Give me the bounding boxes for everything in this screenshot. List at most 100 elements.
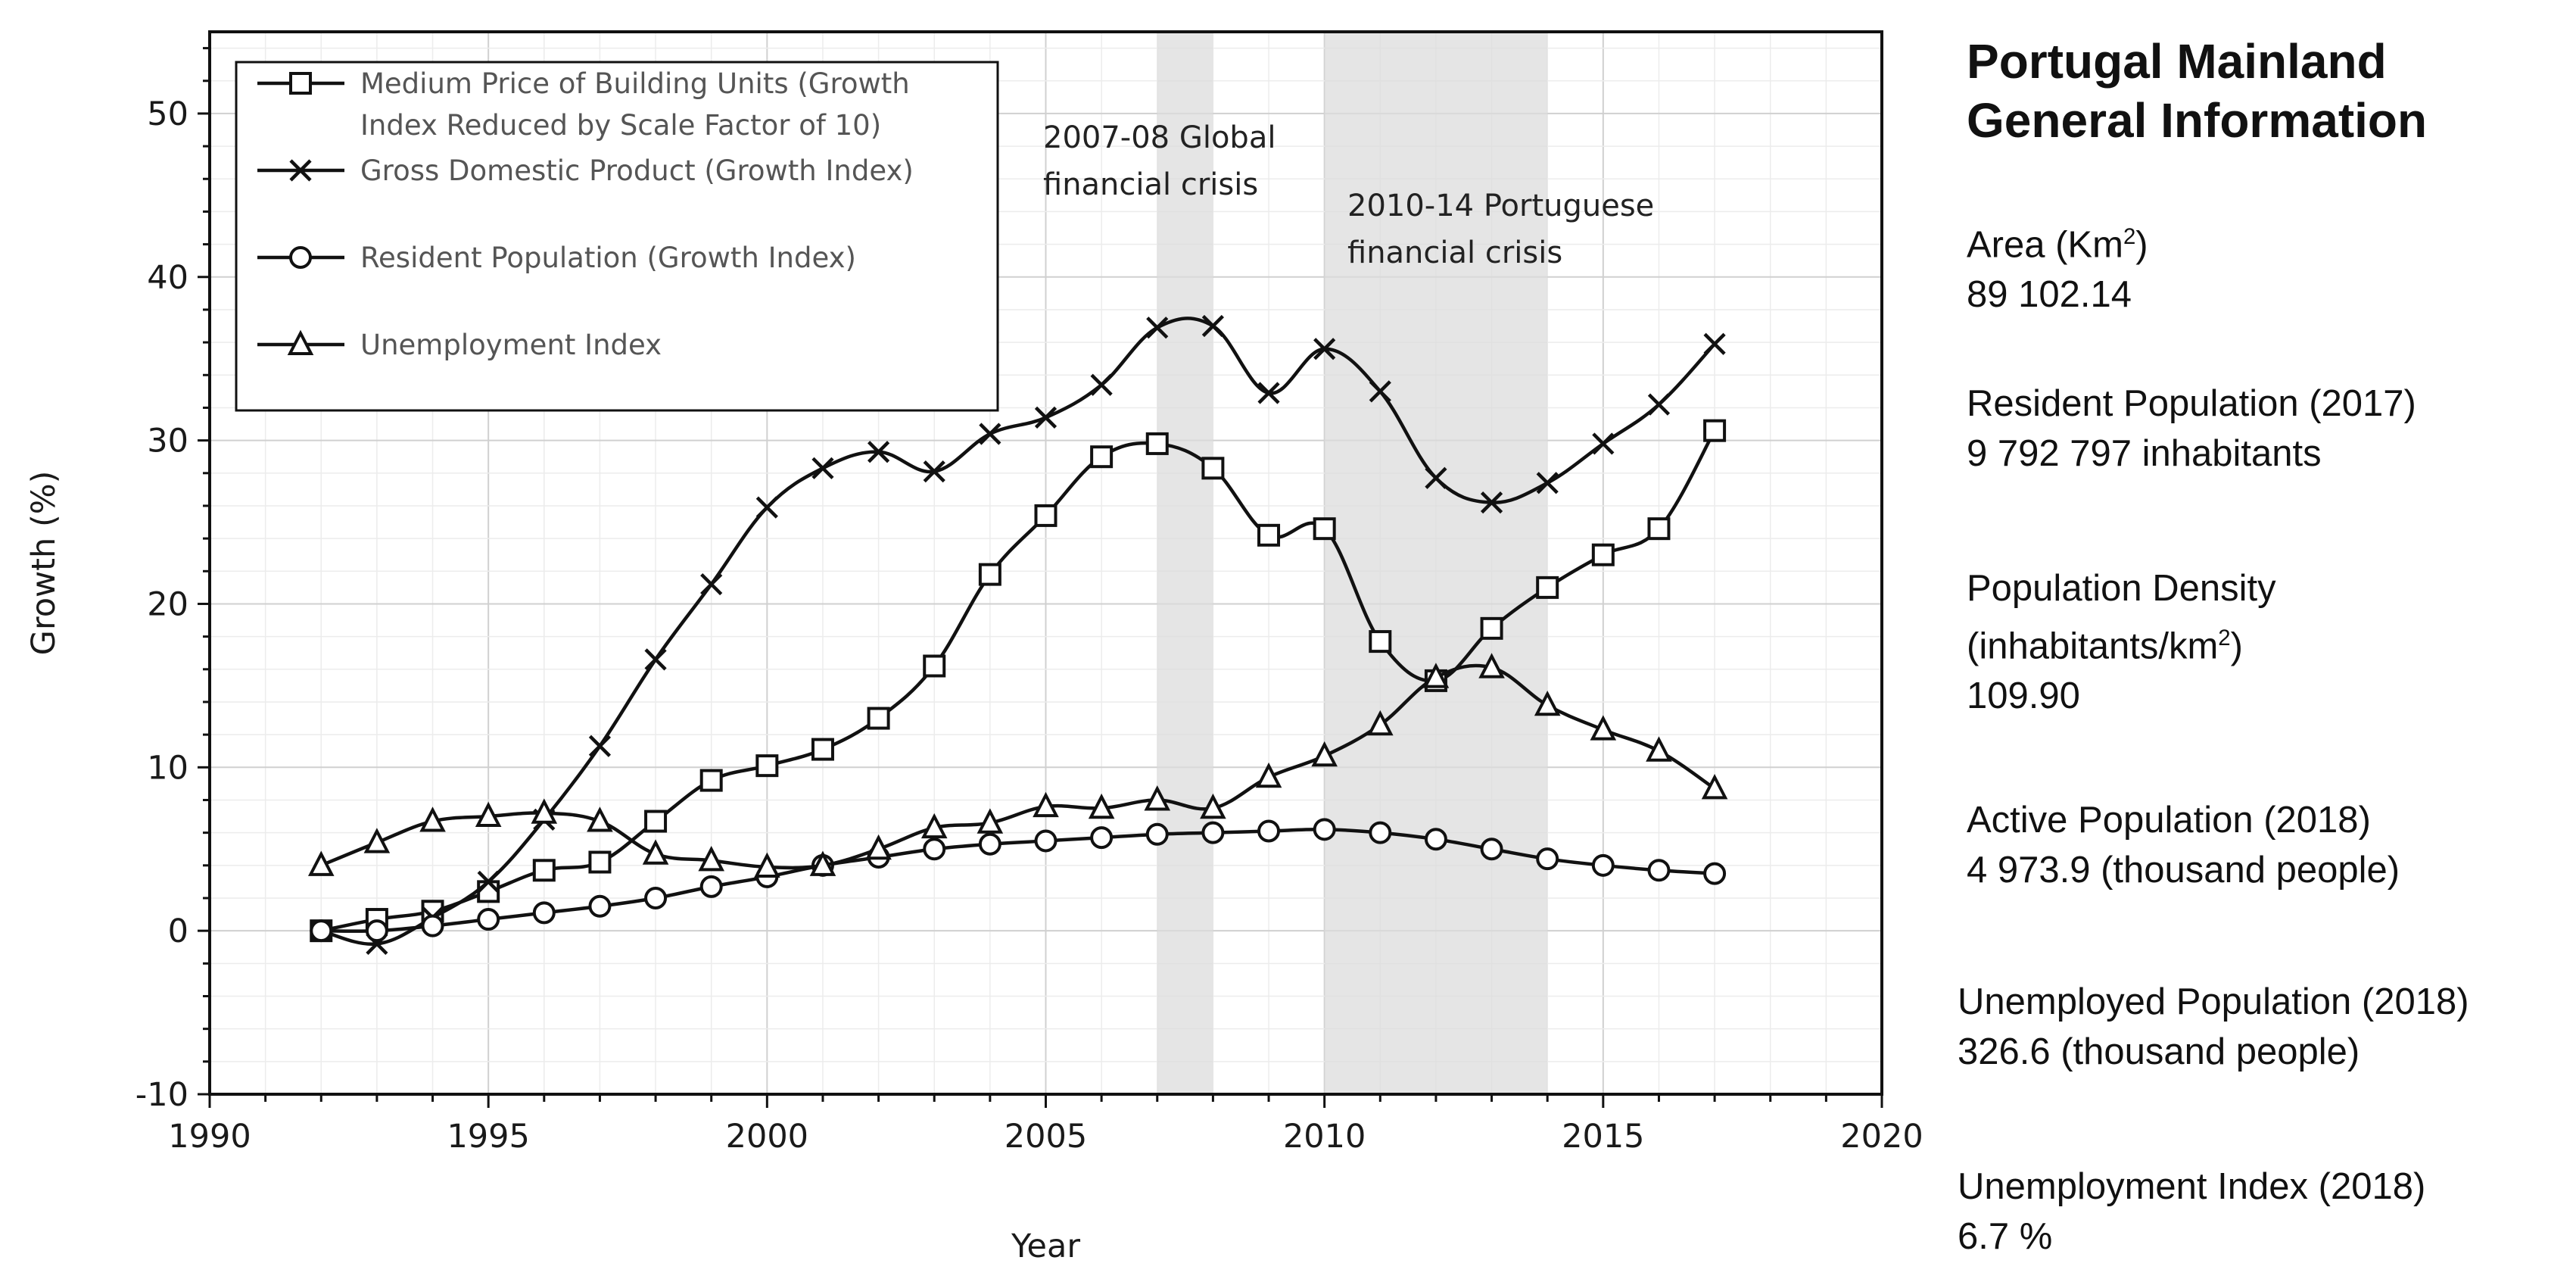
legend-box [235,61,999,412]
data-point-circle [978,832,1001,856]
crisis-shading [1157,32,1548,1094]
data-point-square [1591,543,1615,566]
data-point-x [1425,466,1447,489]
data-point-square [1201,457,1225,480]
crisis-period-2 [1324,32,1548,1094]
data-point-square [644,810,668,833]
data-point-x-stroke [867,441,890,463]
x-tick-label: 2005 [1005,1118,1087,1156]
data-point-square [1703,419,1727,442]
data-point-x [1592,432,1615,455]
data-point-x [644,648,667,671]
data-point-circle [1257,819,1281,843]
data-point-circle [421,914,444,937]
data-point-triangle [1367,710,1394,736]
axes: 1990 1995 2000 2005 2010 2015 2020 -10 0 10 20 30 40… [25,30,1923,1265]
data-point-square [1313,517,1336,541]
data-point-circle [310,919,333,943]
series-square [310,419,1727,943]
growth-line-chart: 1990 1995 2000 2005 2010 2015 2020 -10 0 10 20 30 40… [25,30,1923,1265]
data-point-x-stroke [588,735,612,757]
info-active-population-value: 4 973.9 (thousand people) [1967,850,2400,891]
data-point-circle [588,894,612,918]
info-resident-population-value: 9 792 797 inhabitants [1967,433,2322,474]
sidebar-title: Portugal Mainland General Information [1967,32,2427,150]
data-point-triangle [642,839,669,865]
annotation-global-crisis: 2007-08 Global [1043,120,1276,155]
data-point-triangle [1478,653,1505,678]
data-point-triangle [419,806,446,832]
crisis-period-1 [1157,32,1213,1094]
data-point-circle [1313,818,1336,841]
data-point-circle [1424,828,1447,851]
data-point-x-stroke [1536,472,1559,494]
sidebar-title-line-2: General Information [1967,93,2428,148]
y-tick-label: 0 [168,912,188,950]
data-point-circle [1591,853,1615,877]
info-resident-population-label: Resident Population (2017) [1967,383,2416,424]
data-point-square [588,850,612,874]
data-point-circle [923,838,946,861]
data-point-triangle [587,806,613,832]
data-point-x-stroke [1425,466,1447,489]
annotations: 2007-08 Global financial crisis 2010-14 Po… [1043,120,1654,270]
data-point-x-stroke [1369,380,1391,403]
annotation-portuguese-crisis: financial crisis [1347,236,1562,270]
data-point-x [1257,382,1280,404]
legend-marker-x [289,159,312,182]
data-point-square [532,859,556,882]
legend-marker-square [289,72,312,95]
data-point-x-stroke [644,648,667,671]
legend-label-x: Gross Domestic Product (Growth Index) [360,154,914,187]
data-point-circle [644,886,668,909]
y-tick-label: 40 [147,259,188,297]
info-population-density: Population Density (inhabitants/km2) 109… [1967,563,2276,721]
sidebar-title-line-1: Portugal Mainland [1967,34,2387,89]
data-point-triangle [531,798,558,824]
data-point-circle [532,901,556,925]
data-point-triangle [1088,793,1115,819]
data-point-triangle [1422,663,1450,688]
x-tick-label: 1995 [447,1118,529,1156]
legend-label-square: Medium Price of Building Units (Growth [360,67,910,100]
data-point-x-stroke [477,870,500,893]
data-point-square [923,654,946,678]
legend-label-square: Index Reduced by Scale Factor of 10) [360,109,881,142]
y-tick-label: -10 [135,1076,188,1114]
data-point-triangle [1144,785,1171,811]
data-point-square [477,880,500,903]
data-point-circle [365,919,388,943]
data-point-triangle [920,813,948,839]
x-tick-label: 2020 [1840,1118,1923,1156]
data-point-triangle [698,845,724,872]
info-resident-population: Resident Population (2017) 9 792 797 inh… [1967,379,2416,479]
data-point-square [811,738,834,761]
info-area-value: 89 102.14 [1967,274,2132,316]
data-point-x-stroke [923,460,945,483]
data-point-triangle [865,834,892,860]
data-point-x [1201,314,1224,338]
data-point-square [1145,432,1169,455]
data-point-x [923,460,945,483]
data-point-circle [1090,826,1114,850]
data-point-square [1034,504,1057,527]
data-point-x [1703,332,1726,355]
data-point-circle [1703,862,1727,885]
data-point-circle [1201,821,1225,844]
legend-marker-triangle [287,329,314,355]
data-point-x [979,423,1001,445]
data-point-x-stroke [1703,332,1726,355]
data-point-x [1480,491,1503,514]
data-point-square [699,769,723,792]
data-point-x [1647,393,1671,416]
data-point-circle [1369,821,1392,844]
data-point-x-stroke [755,496,778,519]
data-point-square [867,707,890,730]
data-point-x [1034,406,1057,429]
series-x [310,314,1726,956]
data-point-square [1090,445,1114,469]
data-point-x [1313,338,1336,360]
info-unemployed-population-label: Unemployed Population (2018) [1958,981,2469,1022]
data-point-triangle [307,850,335,876]
data-point-square [1647,517,1671,541]
